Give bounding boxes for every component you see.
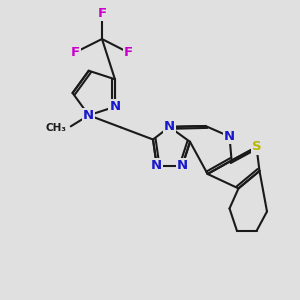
Text: S: S — [252, 140, 261, 154]
Text: N: N — [83, 109, 94, 122]
Text: N: N — [177, 160, 188, 172]
Text: CH₃: CH₃ — [45, 123, 66, 133]
Text: N: N — [164, 120, 175, 134]
Text: F: F — [98, 7, 106, 20]
Text: N: N — [151, 160, 162, 172]
Text: N: N — [224, 130, 235, 143]
Text: F: F — [70, 46, 80, 59]
Text: F: F — [124, 46, 133, 59]
Text: N: N — [110, 100, 121, 113]
